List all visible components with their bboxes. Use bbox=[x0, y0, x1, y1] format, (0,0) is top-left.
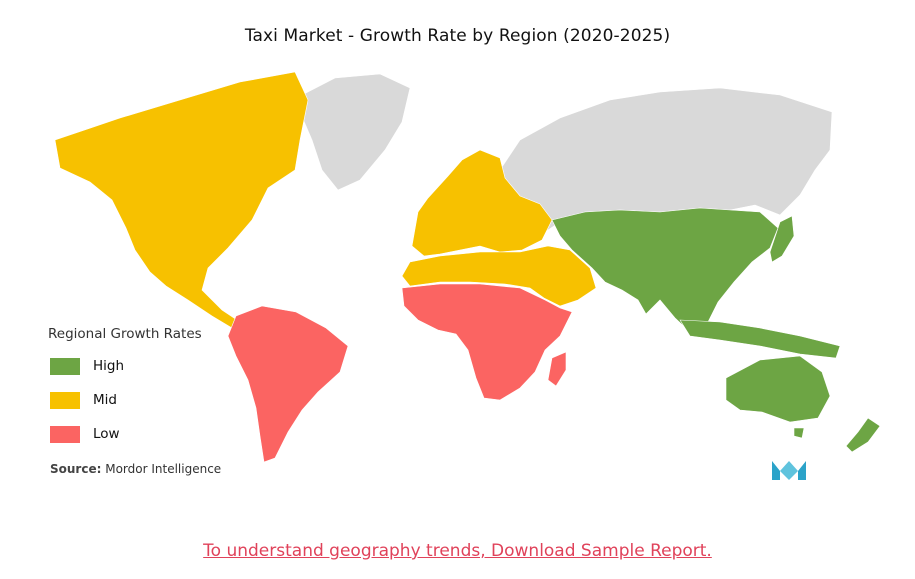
legend-title: Regional Growth Rates bbox=[48, 326, 202, 342]
region-madagascar bbox=[547, 351, 567, 387]
world-map bbox=[54, 71, 881, 463]
legend-item-high: High bbox=[48, 356, 202, 376]
region-australia bbox=[725, 355, 831, 423]
region-asia-pacific bbox=[551, 207, 779, 333]
legend-label-low: Low bbox=[93, 426, 120, 442]
legend-item-mid: Mid bbox=[48, 390, 202, 410]
region-europe bbox=[411, 149, 553, 257]
region-japan bbox=[769, 215, 795, 263]
region-north-america bbox=[54, 71, 309, 329]
source-value: Mordor Intelligence bbox=[105, 462, 222, 476]
region-middle-east bbox=[401, 245, 597, 307]
source-label: Source: bbox=[50, 462, 102, 476]
source-line: Source: Mordor Intelligence bbox=[50, 462, 221, 476]
download-sample-report-link[interactable]: To understand geography trends, Download… bbox=[203, 541, 712, 561]
legend-swatch-mid bbox=[50, 392, 80, 409]
mordor-intelligence-logo-icon bbox=[772, 461, 806, 480]
region-tasmania bbox=[793, 427, 805, 439]
legend: Regional Growth Rates High Mid Low bbox=[48, 326, 202, 458]
region-russia bbox=[499, 87, 833, 233]
legend-label-high: High bbox=[93, 358, 125, 374]
logo-right-mark bbox=[798, 461, 806, 480]
region-africa bbox=[401, 283, 573, 401]
logo-left-mark bbox=[772, 461, 780, 480]
region-new-zealand bbox=[845, 417, 881, 453]
legend-item-low: Low bbox=[48, 424, 202, 444]
region-southeast-asia-islands bbox=[679, 319, 841, 359]
legend-swatch-low bbox=[50, 426, 80, 443]
legend-swatch-high bbox=[50, 358, 80, 375]
region-greenland bbox=[299, 73, 411, 191]
legend-label-mid: Mid bbox=[93, 392, 117, 408]
map-title: Taxi Market - Growth Rate by Region (202… bbox=[244, 26, 671, 46]
logo-center-mark bbox=[780, 461, 798, 480]
region-south-america bbox=[227, 305, 349, 463]
